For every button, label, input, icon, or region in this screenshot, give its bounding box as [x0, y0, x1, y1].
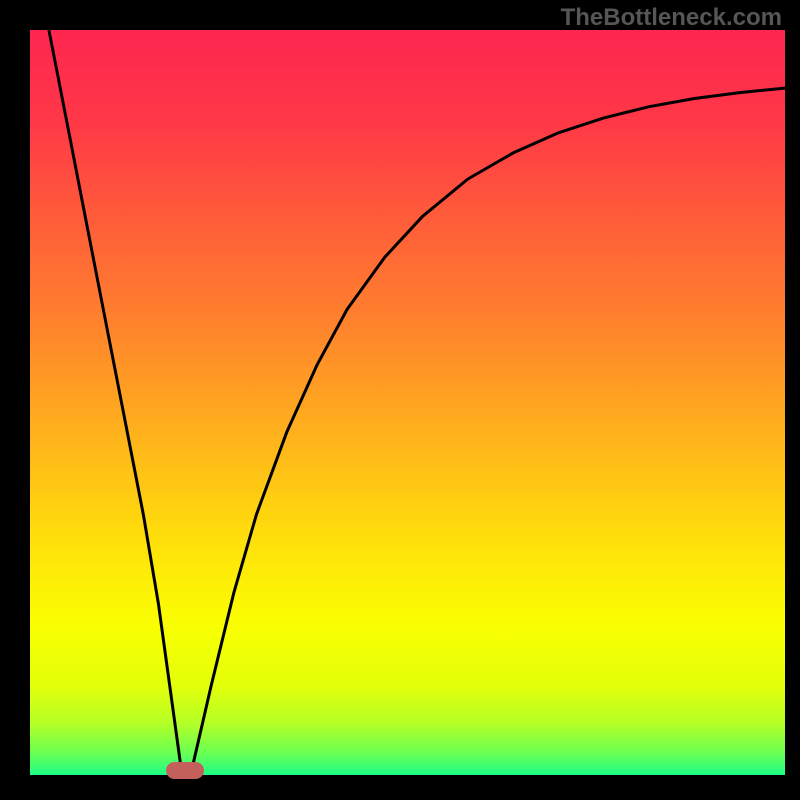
watermark-label: TheBottleneck.com	[561, 4, 782, 32]
plot-area	[30, 30, 785, 775]
curve-overlay	[30, 30, 785, 775]
chart-curve	[49, 30, 785, 768]
chart-container: TheBottleneck.com	[0, 0, 800, 800]
min-marker	[166, 762, 204, 778]
